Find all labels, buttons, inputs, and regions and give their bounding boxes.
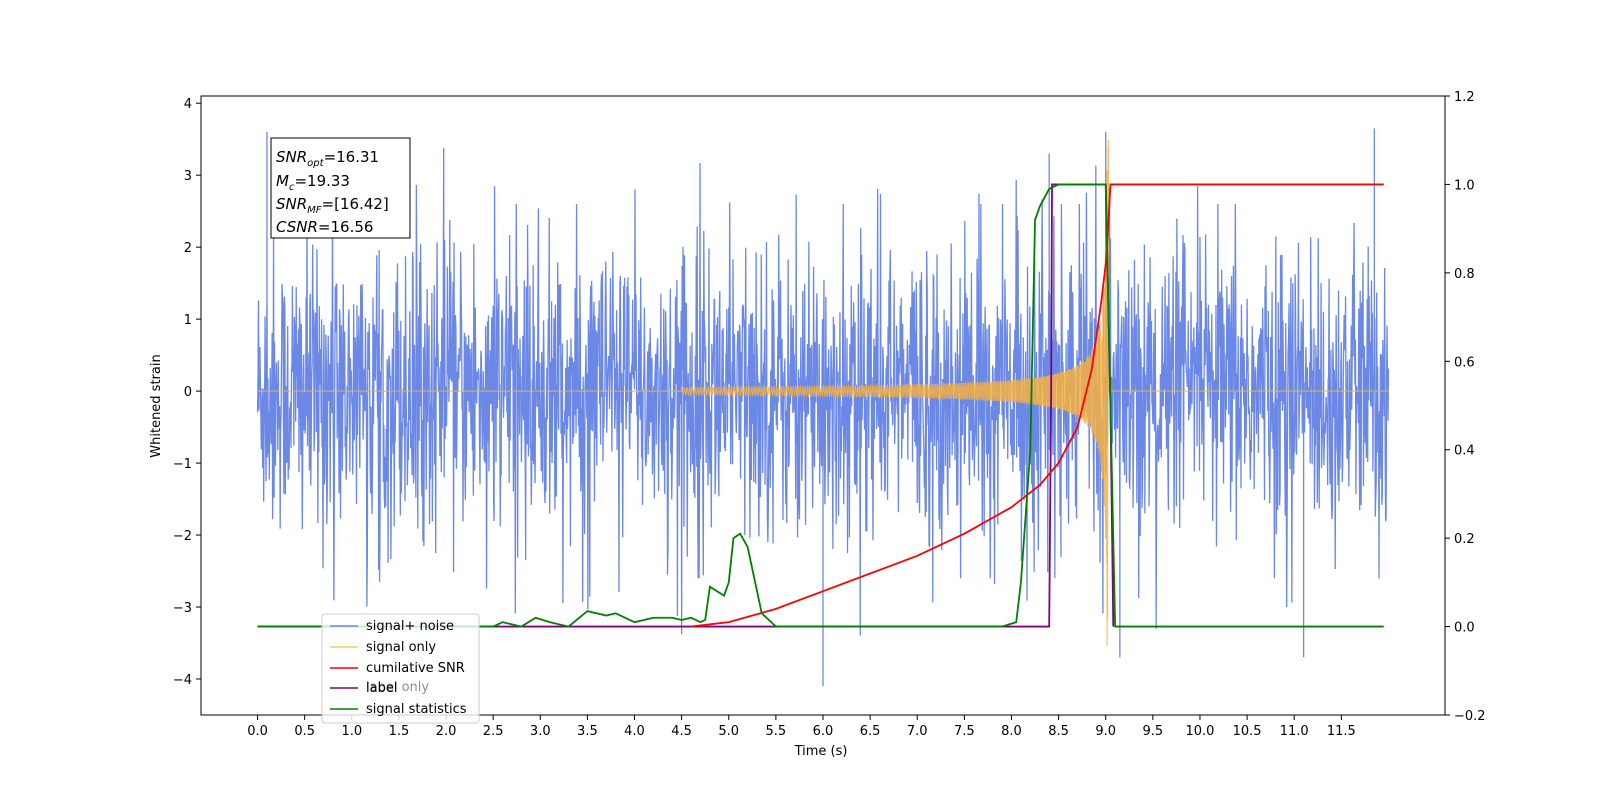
x-tick-label: 11.0: [1280, 724, 1309, 739]
y-tick-label: 3: [184, 169, 192, 184]
legend-entry-csnr: cumilative SNR: [366, 661, 465, 676]
y-tick-label: 0: [184, 385, 192, 400]
y-tick-label: −3: [173, 601, 192, 616]
y2-tick-label: 1.2: [1454, 90, 1475, 105]
annotation-snr-mf: SNRMF=[16.42]: [276, 195, 389, 216]
x-tick-label: 3.5: [577, 724, 598, 739]
x-tick-label: 7.5: [954, 724, 975, 739]
legend: label only signal+ noise signal only cum…: [321, 613, 480, 724]
annotation-csnr: CSNR=16.56: [276, 218, 373, 236]
annotation-mc: Mc=19.33: [276, 172, 350, 193]
y-axis-left: 4 3 2 1 0 −1 −2 −3 −4: [173, 97, 201, 688]
x-tick-label: 6.0: [813, 724, 834, 739]
x-axis: 0.0 0.5 1.0 1.5 2.0 2.5 3.0 3.5 4.0 4.5 5.0 5.5 6.0 6…: [247, 715, 1356, 739]
y2-tick-label: 0.4: [1454, 444, 1475, 459]
annotation-snr-opt: SNRopt=16.31: [276, 148, 379, 169]
y2-tick-label: 1.0: [1454, 178, 1475, 193]
y-axis-right: 1.2 1.0 0.8 0.6 0.4 0.2 0.0 −0.2: [1445, 90, 1486, 724]
x-tick-label: 8.5: [1048, 724, 1069, 739]
y-tick-label: 4: [184, 97, 192, 112]
annotation-box: SNRopt=16.31 Mc=19.33 SNRMF=[16.42] CSNR…: [270, 137, 411, 239]
series-signal-only: [257, 140, 1389, 646]
y-tick-label: −1: [173, 457, 192, 472]
x-tick-label: 5.0: [718, 724, 739, 739]
series-signal-statistics: [257, 183, 1384, 628]
y2-tick-label: 0.2: [1454, 532, 1475, 547]
y2-tick-label: 0.0: [1454, 621, 1475, 636]
y2-tick-label: 0.8: [1454, 267, 1475, 282]
y2-tick-label: 0.6: [1454, 355, 1475, 370]
plot-area: [256, 128, 1390, 687]
x-tick-label: 1.0: [341, 724, 362, 739]
x-axis-label: Time (s): [794, 744, 848, 759]
x-tick-label: 5.5: [766, 724, 787, 739]
y2-tick-label: −0.2: [1454, 709, 1486, 724]
x-tick-label: 9.5: [1143, 724, 1164, 739]
x-tick-label: 4.0: [624, 724, 645, 739]
x-tick-label: 0.5: [294, 724, 315, 739]
legend-entry-label: label: [366, 681, 397, 696]
x-tick-label: 8.0: [1001, 724, 1022, 739]
x-tick-label: 10.0: [1185, 724, 1214, 739]
legend-ghost-text: label only: [366, 680, 429, 695]
x-tick-label: 6.5: [860, 724, 881, 739]
y-axis-label: Whitened strain: [149, 354, 164, 457]
x-tick-label: 7.0: [907, 724, 928, 739]
y-tick-label: −2: [173, 529, 192, 544]
x-tick-label: 2.5: [483, 724, 504, 739]
y-tick-label: 2: [184, 241, 192, 256]
legend-entry-noise: signal+ noise: [366, 619, 454, 634]
x-tick-label: 10.5: [1233, 724, 1262, 739]
x-tick-label: 2.0: [436, 724, 457, 739]
x-tick-label: 3.0: [530, 724, 551, 739]
y-tick-label: −4: [173, 673, 192, 688]
x-tick-label: 11.5: [1327, 724, 1356, 739]
x-tick-label: 9.0: [1095, 724, 1116, 739]
legend-entry-stats: signal statistics: [366, 702, 467, 717]
x-tick-label: 4.5: [671, 724, 692, 739]
x-tick-label: 1.5: [389, 724, 410, 739]
y-tick-label: 1: [184, 313, 192, 328]
legend-entry-signal: signal only: [366, 640, 436, 655]
x-tick-label: 0.0: [247, 724, 268, 739]
